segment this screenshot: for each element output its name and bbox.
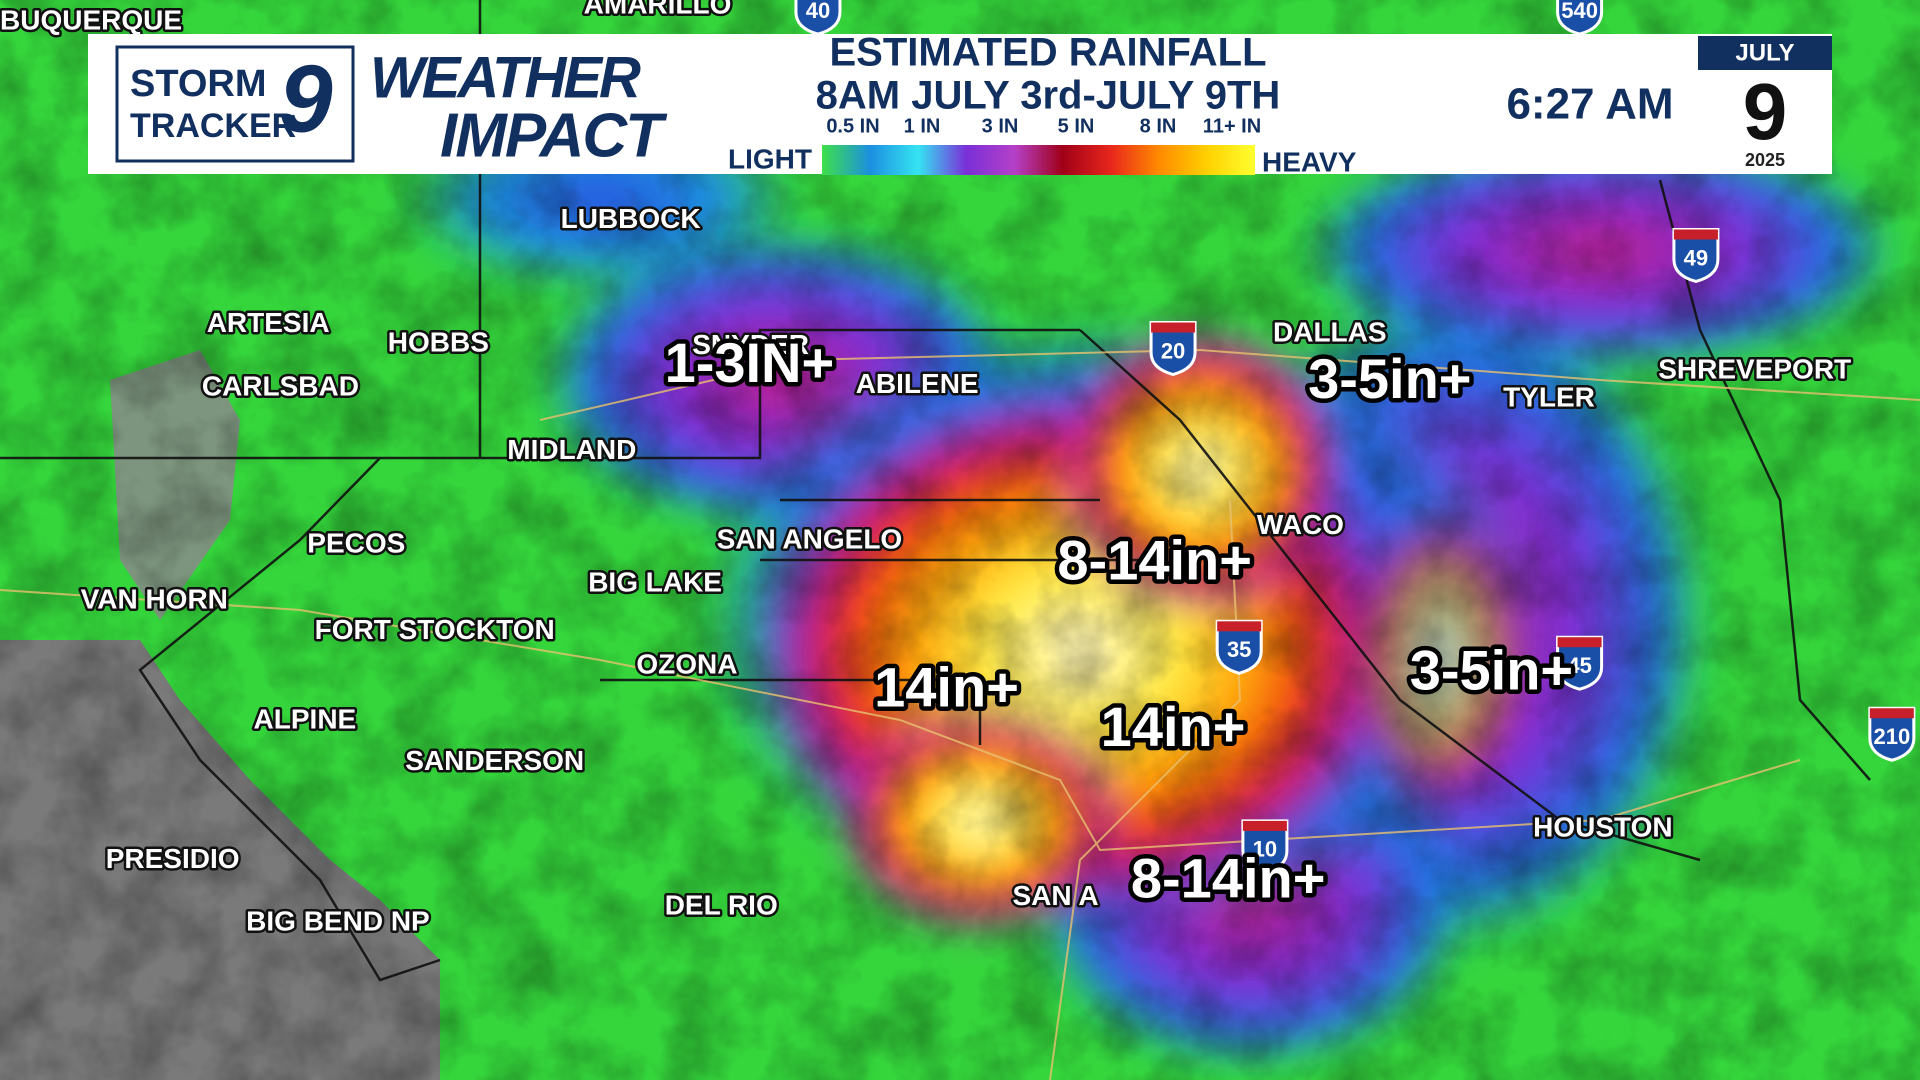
brand-box — [115, 45, 355, 163]
rainfall-label: 8-14in+ — [1131, 847, 1326, 910]
legend-high: HEAVY — [1262, 146, 1357, 177]
show-line1: WEATHER — [370, 45, 641, 110]
highway-number: 540 — [1561, 0, 1598, 23]
highway-number: 20 — [1161, 338, 1185, 363]
legend-tick: 1 IN — [904, 115, 941, 137]
legend-tick: 0.5 IN — [826, 115, 879, 137]
rainfall-label: 8-14in+ — [1057, 528, 1252, 591]
highway-shield — [1241, 819, 1289, 875]
date-day: 9 — [1743, 67, 1788, 156]
highway-shield — [1868, 706, 1916, 762]
city-label: BIG BEND NP — [246, 906, 430, 937]
city-label: FORT STOCKTON — [315, 614, 555, 645]
city-label: ARTESIA — [207, 307, 330, 338]
date-year: 2025 — [1745, 150, 1785, 170]
city-label: SAN A — [1012, 880, 1098, 911]
legend-bar — [822, 145, 1255, 175]
highway-band — [1242, 820, 1287, 831]
city-label: DALLAS — [1273, 317, 1387, 348]
brand-number: 9 — [279, 45, 332, 152]
city-label: PECOS — [307, 527, 405, 558]
city-label: CARLSBAD — [202, 371, 359, 402]
legend-tick: 8 IN — [1140, 115, 1177, 137]
highway-shield — [1556, 635, 1604, 691]
city-label: OZONA — [636, 649, 737, 680]
time: 6:27 AM — [1506, 80, 1673, 129]
highway-number: 49 — [1684, 245, 1708, 270]
date-month: JULY — [1735, 39, 1794, 66]
labels: BUQUERQUE AMARILLO LUBBOCK ARTESIA HOBBS CARL… — [0, 0, 1916, 939]
legend-tick: 5 IN — [1058, 115, 1095, 137]
city-label: PRESIDIO — [106, 843, 240, 874]
date-month-bar — [1698, 36, 1832, 70]
city-label: HOBBS — [388, 326, 489, 357]
highway-band — [1673, 229, 1718, 240]
city-label: TYLER — [1503, 382, 1595, 413]
rainfall-label: 14in+ — [874, 656, 1019, 719]
subtitle: 8AM JULY 3rd-JULY 9TH — [816, 74, 1281, 118]
highway-shield — [1672, 227, 1720, 284]
city-label: SANDERSON — [405, 745, 584, 776]
highway-band — [1557, 637, 1602, 648]
brand-bottom: TRACKER — [130, 107, 296, 145]
city-label: HOUSTON — [1533, 811, 1673, 842]
highway-band — [1217, 621, 1262, 632]
city-label: SHREVEPORT — [1658, 353, 1851, 384]
highway-number: 10 — [1253, 837, 1277, 862]
city-label: ALPINE — [254, 704, 357, 735]
legend-low: LIGHT — [728, 143, 812, 174]
city-label: BUQUERQUE — [0, 4, 182, 35]
city-label: LUBBOCK — [561, 203, 701, 234]
highway-shield — [1215, 619, 1263, 675]
highway-band — [1151, 322, 1196, 333]
city-label: WACO — [1257, 509, 1344, 540]
legend-tick: 11+ IN — [1203, 115, 1261, 137]
header: STORM TRACKER 9 WEATHER IMPACT ESTIMATED… — [88, 31, 1832, 177]
city-label: VAN HORN — [81, 584, 228, 615]
rainfall-label: 3-5in+ — [1410, 638, 1573, 701]
highway-shield — [1149, 321, 1197, 377]
city-label: ABILENE — [856, 368, 979, 399]
rainfall-label: 3-5in+ — [1308, 347, 1471, 410]
city-label: AMARILLO — [584, 0, 732, 20]
city-label: DEL RIO — [665, 890, 778, 921]
city-label: SAN ANGELO — [717, 524, 903, 555]
highway-band — [1869, 708, 1914, 719]
city-label: BIG LAKE — [588, 566, 722, 597]
city-label: SNYDER — [692, 329, 809, 360]
highway-number: 35 — [1227, 637, 1251, 662]
brand-top: STORM — [130, 63, 267, 105]
title: ESTIMATED RAINFALL — [829, 31, 1266, 75]
city-label: MIDLAND — [507, 434, 636, 465]
show-line2: IMPACT — [440, 101, 668, 170]
highway-number: 40 — [806, 0, 830, 23]
highway-number: 210 — [1873, 724, 1910, 749]
legend: 0.5 IN 1 IN 3 IN 5 IN 8 IN 11+ IN — [822, 115, 1261, 175]
legend-tick: 3 IN — [982, 115, 1019, 137]
rainfall-label: 1-3IN+ — [665, 331, 835, 394]
rainfall-label: 14in+ — [1101, 695, 1246, 758]
highway-number: 45 — [1567, 653, 1591, 678]
